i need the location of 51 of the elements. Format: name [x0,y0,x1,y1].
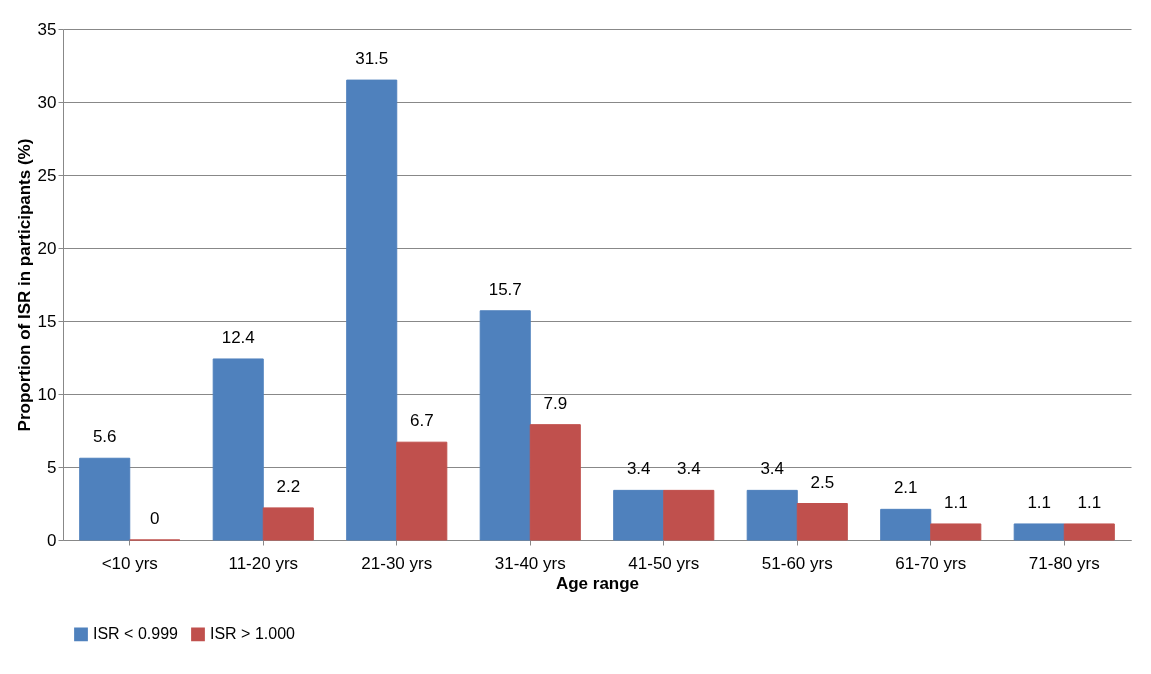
y-tick-label: 15 [37,311,57,331]
data-label: 15.7 [488,279,522,299]
data-label: 6.7 [409,411,434,431]
bar [396,441,448,541]
y-tick-label: 25 [37,165,57,185]
bar [262,507,314,541]
bar [746,489,798,541]
bar [796,503,848,541]
data-label: 3.4 [760,459,785,479]
bar [880,508,932,541]
x-tick-label: <10 yrs [101,553,158,573]
bar [529,424,581,541]
bar [613,489,665,541]
bar [346,79,398,541]
data-label: 5.6 [92,427,117,447]
data-label: 3.4 [626,459,651,479]
bar [1063,523,1115,541]
y-tick-label: 35 [37,19,57,39]
data-label: 3.4 [676,459,701,479]
y-tick-label: 5 [47,457,57,477]
bar [479,310,531,541]
x-tick-label: 31-40 yrs [494,553,566,573]
x-tick-label: 71-80 yrs [1028,553,1100,573]
bar [1013,523,1065,541]
y-tick-label: 30 [37,92,57,112]
x-axis-title: Age range [555,573,640,593]
y-axis-title: Proportion of ISR in participants (%) [14,138,34,432]
bar [930,523,982,541]
x-tick-label: 41-50 yrs [628,553,700,573]
legend-label: ISR < 0.999 [93,625,179,643]
data-label: 1.1 [1077,492,1102,512]
data-label: 1.1 [943,492,968,512]
data-label: 1.1 [1027,492,1052,512]
data-label: 2.2 [276,476,301,496]
data-label: 7.9 [543,393,568,413]
y-tick-label: 10 [37,384,57,404]
data-label: 31.5 [355,49,389,69]
data-label: 2.5 [810,472,835,492]
x-tick-label: 21-30 yrs [361,553,433,573]
data-label: 12.4 [221,327,255,347]
data-label: 0 [150,509,160,528]
x-tick-label: 11-20 yrs [228,553,299,573]
y-tick-label: 0 [47,530,57,550]
y-tick-label: 20 [37,238,57,258]
bar [663,489,715,541]
legend-label: ISR > 1.000 [210,625,296,643]
bar [212,358,264,541]
x-tick-label: 61-70 yrs [895,553,967,573]
bar [79,457,131,541]
data-label: 2.1 [893,478,918,498]
x-tick-label: 51-60 yrs [761,553,833,573]
